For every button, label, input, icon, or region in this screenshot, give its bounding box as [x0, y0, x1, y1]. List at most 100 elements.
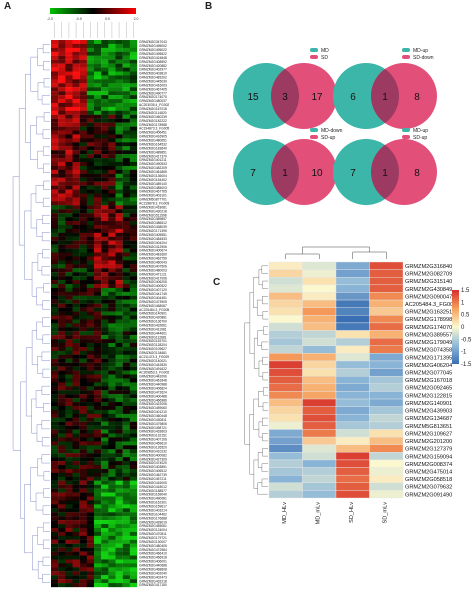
panel-a-cell — [108, 197, 116, 202]
panel-a-row-label: GRMZM2G420881 — [139, 316, 167, 320]
panel-a-cell — [65, 425, 73, 430]
panel-a-cell — [58, 358, 66, 363]
panel-a-cell — [72, 197, 80, 202]
panel-a-cell — [65, 374, 73, 379]
panel-a-cell — [94, 260, 102, 265]
panel-a-cell — [86, 260, 95, 265]
panel-c-cell — [268, 482, 303, 491]
panel-a-cell — [86, 563, 95, 568]
panel-a-cell — [79, 51, 87, 56]
panel-a-cell — [94, 197, 102, 202]
panel-a-cell — [72, 579, 80, 584]
panel-a-cell — [101, 256, 109, 261]
panel-a-cell — [129, 181, 138, 186]
panel-a-cell — [108, 146, 116, 151]
venn-right-count: 8 — [414, 92, 420, 103]
panel-a-cell — [58, 169, 66, 174]
panel-a-cell — [86, 91, 95, 96]
panel-a-cell — [108, 126, 116, 131]
panel-a-cell — [129, 327, 138, 332]
panel-c-colorbar-tick: 0.5 — [461, 313, 470, 319]
panel-a-row-label: GRMZM2G407120 — [139, 288, 167, 292]
panel-c-cell — [302, 406, 337, 415]
panel-a-cell — [51, 437, 59, 442]
panel-a-cell — [108, 213, 116, 218]
panel-a-cell — [51, 71, 59, 76]
panel-a-cell — [79, 472, 87, 477]
panel-a-cell — [108, 291, 116, 296]
panel-c-cell — [335, 322, 370, 331]
panel-a-cell — [72, 331, 80, 336]
panel-a-cell — [79, 516, 87, 521]
dendrogram-branch — [36, 287, 44, 306]
dendrogram-branch — [262, 311, 268, 320]
panel-a-cell — [58, 520, 66, 525]
panel-a-cell — [86, 63, 95, 68]
panel-a-cell — [108, 142, 116, 147]
panel-a-cell — [72, 516, 80, 521]
venn-legend-label: MD — [321, 48, 329, 54]
panel-a-cell — [65, 209, 73, 214]
panel-a-cell — [58, 165, 66, 171]
panel-a-cell — [51, 95, 59, 100]
panel-c-cell — [335, 345, 370, 354]
panel-c-row-label: GRMZM2G092465 — [405, 386, 452, 392]
panel-a-cell — [129, 197, 138, 202]
panel-a-cell — [115, 99, 123, 104]
panel-a-cell — [58, 508, 66, 513]
panel-a-cell — [115, 142, 123, 147]
dendrogram-branch — [261, 478, 268, 487]
panel-a-cell — [129, 390, 138, 395]
panel-a-cell — [108, 256, 116, 261]
panel-a-cell — [51, 315, 59, 320]
panel-a-cell — [115, 130, 123, 135]
panel-a-cell — [108, 465, 116, 470]
panel-label-c: C — [213, 277, 220, 288]
panel-a-cell — [79, 500, 87, 505]
panel-a-cell — [94, 161, 102, 167]
panel-a-cell — [129, 110, 138, 115]
panel-a-row-label: GRMZM2G162301 — [139, 501, 167, 505]
panel-a-cell — [79, 579, 87, 584]
panel-a-cell — [51, 386, 59, 391]
panel-a-cell — [108, 272, 116, 277]
panel-a-cell — [101, 527, 109, 533]
panel-c-cell — [302, 345, 337, 354]
panel-a-cell — [79, 299, 87, 304]
panel-a-cell — [86, 99, 95, 104]
panel-a-cell — [65, 398, 73, 403]
panel-a-cell — [115, 40, 123, 45]
panel-a-cell — [86, 335, 95, 340]
panel-a-cell — [122, 472, 130, 477]
panel-a-row-label: GRMZM2G174070 — [139, 95, 167, 99]
panel-a-row-label: GRMZM2G467765 — [139, 190, 167, 194]
panel-a-cell — [101, 394, 109, 399]
panel-a-cell — [122, 244, 130, 249]
panel-a-cell — [129, 441, 138, 446]
panel-a-cell — [101, 378, 109, 383]
panel-c-cell — [369, 299, 404, 308]
panel-a-cell — [115, 516, 123, 521]
panel-a-cell — [101, 303, 109, 308]
panel-a-cell — [51, 244, 59, 249]
panel-a-cell — [101, 201, 109, 206]
panel-a-cell — [79, 543, 87, 548]
panel-a-cell — [72, 126, 80, 131]
panel-a-row-label: GRMZM2G188577 — [139, 489, 167, 493]
panel-a-cell — [94, 563, 102, 568]
panel-a-cell — [65, 79, 73, 84]
panel-a-row-label: AC218878.3_FG003 — [139, 201, 169, 205]
panel-a-row-label: GRMZM2G347043 — [139, 40, 167, 44]
panel-a-cell — [94, 335, 102, 340]
panel-a-cell — [108, 264, 116, 269]
panel-a-cell — [101, 47, 109, 52]
panel-a-cell — [86, 390, 95, 395]
panel-a-cell — [72, 429, 80, 434]
panel-a-cell — [86, 83, 95, 88]
panel-a-cell — [101, 520, 109, 525]
panel-c-cell — [369, 322, 404, 331]
panel-a-cell — [108, 99, 116, 104]
panel-c-cell — [369, 330, 404, 339]
panel-a-cell — [58, 122, 66, 127]
panel-a-cell — [79, 291, 87, 296]
